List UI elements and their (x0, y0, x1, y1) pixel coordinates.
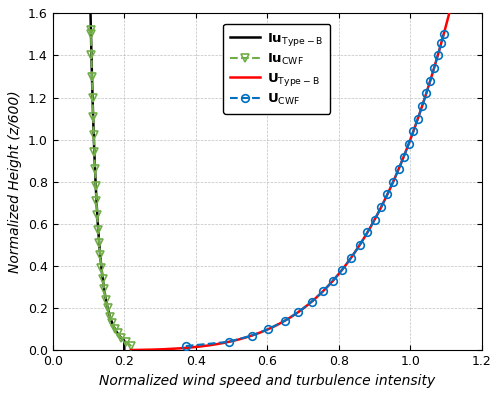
U$_\mathrm{CWF}$ (419, 104, 425, 109)
Iu$_\mathrm{Type-B}$ (122, 348, 128, 352)
X-axis label: Normalized wind speed and turbulence intensity: Normalized wind speed and turbulence int… (99, 374, 436, 388)
U$_\mathrm{CWF}$ (410, 129, 416, 133)
U$_\mathrm{Type-B}$ (264, 327, 270, 332)
U$_\mathrm{CWF}$ (384, 192, 390, 197)
Iu$_\mathrm{CWF}$ (94, 198, 100, 203)
U$_\mathrm{CWF}$ (440, 32, 446, 37)
Iu$_\mathrm{Type-B}$ (88, 58, 94, 63)
Iu$_\mathrm{CWF}$ (97, 253, 103, 258)
U$_\mathrm{CWF}$ (308, 299, 314, 304)
U$_\mathrm{Type-B}$ (405, 143, 411, 148)
U$_\mathrm{CWF}$ (265, 327, 271, 331)
U$_\mathrm{Type-B}$ (128, 348, 134, 352)
Iu$_\mathrm{CWF}$ (88, 32, 94, 37)
Y-axis label: Normalized Height (z/600): Normalized Height (z/600) (8, 90, 22, 273)
Line: Iu$_\mathrm{Type-B}$: Iu$_\mathrm{Type-B}$ (90, 13, 124, 350)
Iu$_\mathrm{CWF}$ (114, 331, 120, 336)
Iu$_\mathrm{CWF}$ (103, 297, 109, 302)
Iu$_\mathrm{CWF}$ (94, 213, 100, 218)
U$_\mathrm{CWF}$ (431, 66, 437, 70)
U$_\mathrm{CWF}$ (401, 154, 407, 159)
U$_\mathrm{CWF}$ (249, 333, 255, 338)
Iu$_\mathrm{CWF}$ (96, 240, 102, 245)
U$_\mathrm{CWF}$ (378, 205, 384, 209)
Iu$_\mathrm{CWF}$ (118, 335, 124, 340)
Line: U$_\mathrm{CWF}$: U$_\mathrm{CWF}$ (182, 30, 448, 350)
Iu$_\mathrm{CWF}$ (90, 95, 96, 100)
U$_\mathrm{CWF}$ (424, 91, 430, 96)
U$_\mathrm{Type-B}$ (434, 58, 440, 63)
U$_\mathrm{CWF}$ (396, 167, 402, 171)
Iu$_\mathrm{CWF}$ (88, 53, 94, 58)
U$_\mathrm{CWF}$ (330, 278, 336, 283)
Line: Iu$_\mathrm{CWF}$: Iu$_\mathrm{CWF}$ (87, 27, 135, 350)
Iu$_\mathrm{CWF}$ (128, 344, 134, 348)
U$_\mathrm{CWF}$ (226, 339, 232, 344)
U$_\mathrm{CWF}$ (295, 310, 301, 315)
Line: U$_\mathrm{Type-B}$: U$_\mathrm{Type-B}$ (131, 13, 449, 350)
U$_\mathrm{Type-B}$ (402, 152, 407, 157)
Iu$_\mathrm{CWF}$ (112, 327, 118, 331)
U$_\mathrm{CWF}$ (415, 116, 421, 121)
Iu$_\mathrm{Type-B}$ (88, 11, 94, 16)
Iu$_\mathrm{CWF}$ (104, 306, 110, 310)
Iu$_\mathrm{CWF}$ (100, 276, 105, 281)
Iu$_\mathrm{Type-B}$ (112, 327, 118, 332)
U$_\mathrm{CWF}$ (372, 217, 378, 222)
U$_\mathrm{CWF}$ (390, 179, 396, 184)
Iu$_\mathrm{CWF}$ (95, 228, 101, 232)
Iu$_\mathrm{CWF}$ (107, 314, 113, 319)
Iu$_\mathrm{Type-B}$ (91, 143, 97, 148)
Iu$_\mathrm{CWF}$ (92, 150, 98, 155)
Iu$_\mathrm{CWF}$ (89, 74, 95, 79)
Iu$_\mathrm{CWF}$ (90, 114, 96, 119)
U$_\mathrm{CWF}$ (438, 40, 444, 45)
U$_\mathrm{CWF}$ (356, 243, 362, 248)
Iu$_\mathrm{Type-B}$ (90, 133, 96, 138)
Legend: Iu$_\mathrm{Type-B}$, Iu$_\mathrm{CWF}$, U$_\mathrm{Type-B}$, U$_\mathrm{CWF}$: Iu$_\mathrm{Type-B}$, Iu$_\mathrm{CWF}$,… (222, 24, 330, 114)
Iu$_\mathrm{CWF}$ (88, 28, 94, 32)
Iu$_\mathrm{CWF}$ (123, 339, 129, 344)
Iu$_\mathrm{Type-B}$ (92, 152, 98, 157)
U$_\mathrm{CWF}$ (364, 230, 370, 235)
Iu$_\mathrm{CWF}$ (101, 287, 107, 291)
U$_\mathrm{CWF}$ (427, 78, 433, 83)
U$_\mathrm{CWF}$ (183, 344, 189, 348)
U$_\mathrm{Type-B}$ (446, 11, 452, 16)
U$_\mathrm{CWF}$ (435, 53, 441, 58)
U$_\mathrm{CWF}$ (338, 268, 344, 272)
Iu$_\mathrm{Type-B}$ (90, 92, 96, 97)
Iu$_\mathrm{CWF}$ (109, 320, 115, 325)
U$_\mathrm{CWF}$ (320, 289, 326, 294)
U$_\mathrm{Type-B}$ (409, 133, 415, 138)
Iu$_\mathrm{CWF}$ (92, 167, 98, 171)
Iu$_\mathrm{CWF}$ (92, 184, 98, 188)
U$_\mathrm{CWF}$ (348, 255, 354, 260)
Iu$_\mathrm{CWF}$ (98, 266, 104, 270)
U$_\mathrm{Type-B}$ (423, 92, 429, 97)
U$_\mathrm{CWF}$ (406, 141, 411, 146)
Iu$_\mathrm{CWF}$ (90, 133, 96, 138)
U$_\mathrm{CWF}$ (282, 318, 288, 323)
